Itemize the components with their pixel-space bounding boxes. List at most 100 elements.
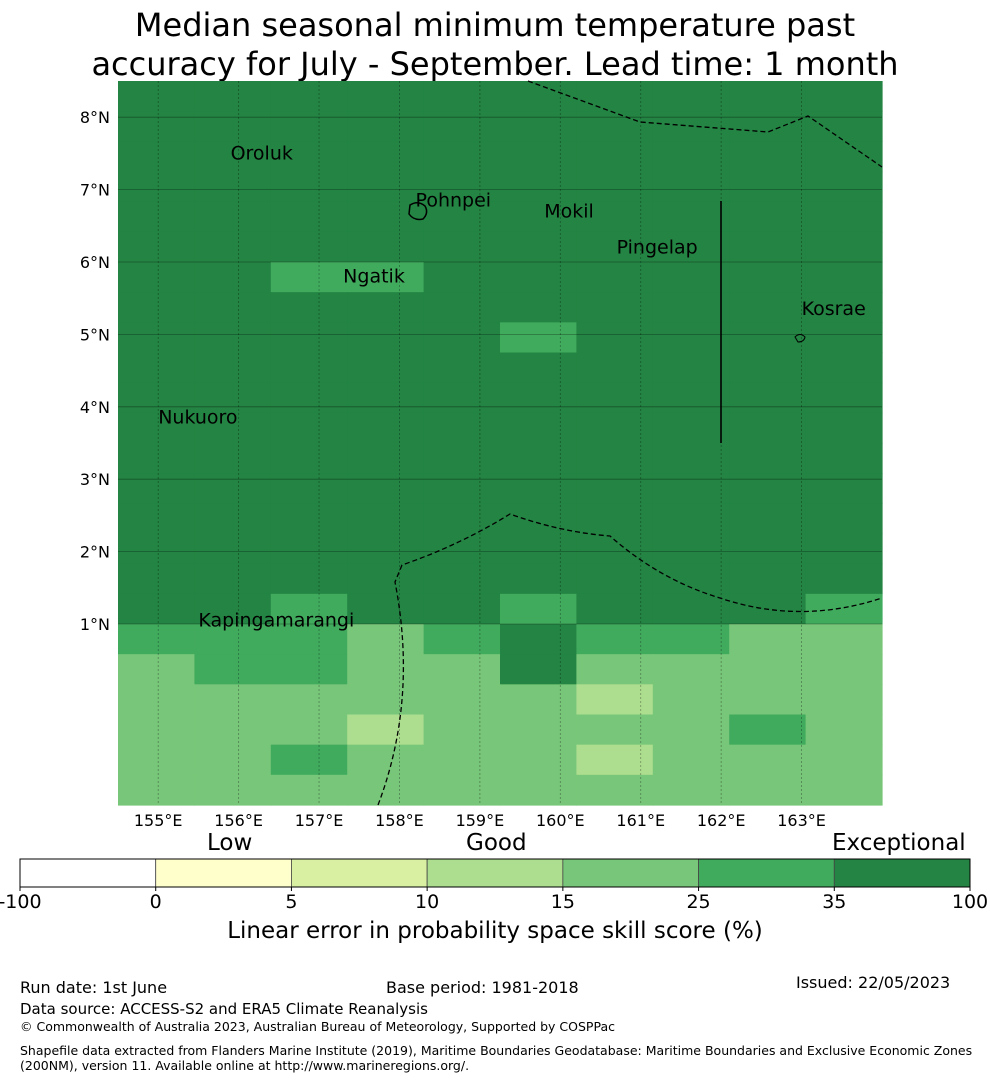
- skill-cell: [652, 201, 730, 233]
- skill-cell: [423, 81, 501, 112]
- skill-cell: [729, 654, 807, 685]
- skill-cell: [729, 503, 807, 535]
- skill-cell: [194, 744, 272, 776]
- skill-cell: [729, 201, 807, 233]
- skill-cell: [500, 201, 577, 233]
- category-exceptional: Exceptional: [832, 830, 966, 856]
- skill-cell: [270, 81, 348, 112]
- skill-cell: [347, 593, 425, 625]
- skill-cell: [576, 714, 654, 746]
- skill-cell: [118, 292, 195, 323]
- skill-cell: [270, 654, 348, 685]
- skill-cell: [423, 593, 501, 625]
- skill-cell: [347, 714, 425, 746]
- skill-cell: [270, 171, 348, 203]
- skill-cell: [729, 141, 807, 173]
- skill-cell: [423, 141, 501, 173]
- skill-cell: [347, 262, 425, 293]
- skill-cell: [500, 774, 577, 806]
- skill-cell: [652, 774, 730, 806]
- map-title: Median seasonal minimum temperature past…: [0, 6, 990, 84]
- skill-cell: [194, 593, 272, 625]
- skill-cell: [729, 714, 807, 746]
- skill-cell: [500, 171, 577, 203]
- skill-cell: [729, 111, 807, 142]
- skill-cell: [652, 503, 730, 535]
- skill-cell: [576, 654, 654, 685]
- skill-cell: [194, 292, 272, 323]
- skill-cell: [805, 262, 883, 293]
- skill-cell: [805, 81, 883, 112]
- lon-tick-label: 160°E: [536, 811, 585, 830]
- skill-cell: [729, 412, 807, 444]
- colorbar-segment: [562, 858, 699, 888]
- skill-cell: [500, 503, 577, 535]
- colorbar-label: Linear error in probability space skill …: [227, 918, 763, 944]
- skill-cell: [347, 684, 425, 716]
- skill-cell: [500, 111, 577, 142]
- skill-cell: [423, 352, 501, 384]
- lat-tick-label: 3°N: [80, 470, 110, 489]
- lat-tick-label: 7°N: [80, 181, 110, 200]
- skill-cell: [576, 744, 654, 776]
- skill-cell: [270, 201, 348, 233]
- skill-cell: [194, 262, 272, 293]
- skill-cell: [652, 382, 730, 414]
- run-date: Run date: 1st June: [20, 978, 168, 997]
- lon-tick-label: 163°E: [777, 811, 826, 830]
- skill-cell: [118, 352, 195, 384]
- skill-cell: [347, 774, 425, 806]
- skill-cell: [500, 684, 577, 716]
- skill-cell: [270, 563, 348, 595]
- lon-tick-label: 155°E: [134, 811, 183, 830]
- skill-cell: [805, 503, 883, 535]
- place-label: Kosrae: [802, 298, 866, 320]
- skill-cell: [423, 774, 501, 806]
- place-label: Kapingamarangi: [198, 609, 354, 631]
- skill-cell: [194, 352, 272, 384]
- skill-cell: [118, 111, 195, 142]
- skill-cell: [500, 654, 577, 685]
- skill-cell: [423, 563, 501, 595]
- skill-cell: [805, 714, 883, 746]
- colorbar-tick-label: 15: [551, 891, 575, 913]
- skill-cell: [118, 744, 195, 776]
- skill-cell: [500, 714, 577, 746]
- skill-cell: [118, 412, 195, 444]
- skill-cell: [805, 593, 883, 625]
- skill-cell: [805, 563, 883, 595]
- place-label: Ngatik: [343, 265, 405, 287]
- skill-cell: [347, 322, 425, 354]
- skill-cell: [576, 352, 654, 384]
- skill-cell: [576, 412, 654, 444]
- skill-cell: [729, 563, 807, 595]
- skill-cell: [423, 503, 501, 535]
- skill-cell: [805, 292, 883, 323]
- lat-tick-label: 6°N: [80, 253, 110, 272]
- skill-cell: [576, 533, 654, 565]
- skill-cell: [576, 111, 654, 142]
- skill-cell: [194, 473, 272, 504]
- skill-cell: [194, 141, 272, 173]
- skill-cell: [500, 624, 577, 655]
- skill-cell: [270, 684, 348, 716]
- skill-cell: [576, 171, 654, 203]
- skill-cell: [805, 322, 883, 354]
- skill-cell: [347, 654, 425, 685]
- shapefile-credit-1: Shapefile data extracted from Flanders M…: [20, 1043, 973, 1058]
- skill-cell: [194, 654, 272, 685]
- skill-cell: [805, 201, 883, 233]
- skill-cell: [118, 262, 195, 293]
- skill-cell: [729, 533, 807, 565]
- kosrae-island: [794, 334, 806, 343]
- skill-cell: [652, 292, 730, 323]
- colorbar-tick-label: 10: [415, 891, 439, 913]
- skill-cell: [576, 231, 654, 263]
- skill-cell: [194, 201, 272, 233]
- skill-cell: [423, 744, 501, 776]
- skill-cell: [576, 503, 654, 535]
- skill-cell: [652, 322, 730, 354]
- skill-cell: [500, 81, 577, 112]
- skill-cell: [118, 684, 195, 716]
